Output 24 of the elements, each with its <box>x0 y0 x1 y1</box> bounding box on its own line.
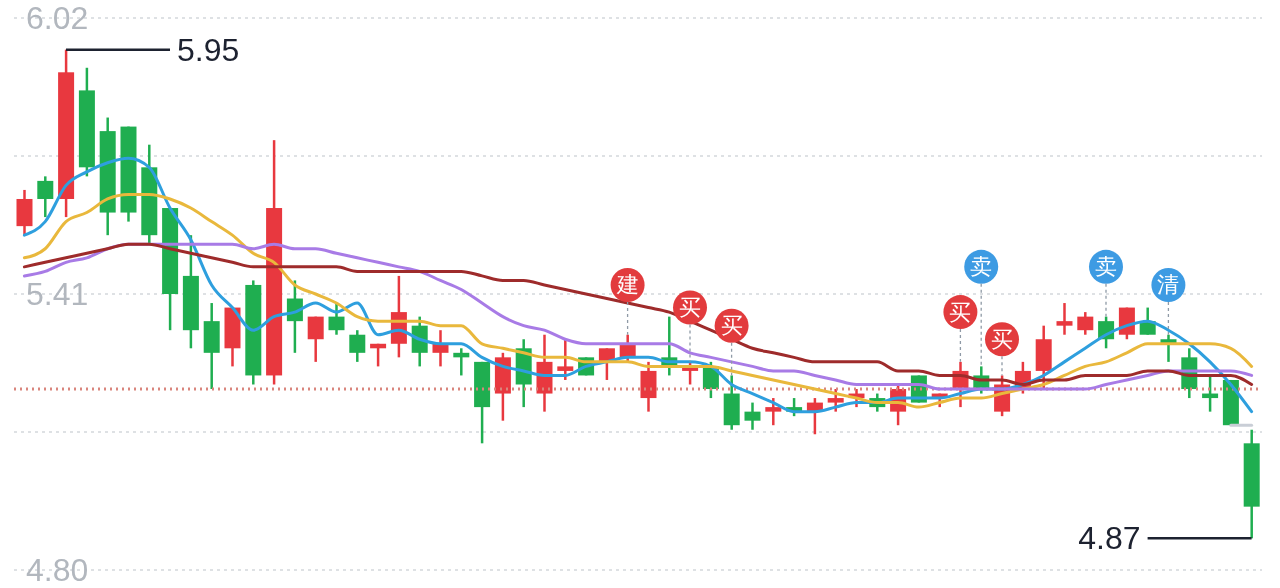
candlestick <box>827 387 844 413</box>
data-label: 买 <box>949 299 972 325</box>
line-series <box>22 156 1254 414</box>
y-tick-label: 5.41 <box>26 276 89 312</box>
annotation: 5.95 <box>177 31 240 68</box>
data-label: 卖 <box>1095 254 1117 280</box>
data-label: 买 <box>991 326 1013 352</box>
data-label: 建 <box>615 272 639 298</box>
y-tick-label: 4.80 <box>26 552 89 588</box>
candlestick <box>328 301 345 336</box>
data-label: 卖 <box>970 254 993 280</box>
candlestick <box>1077 310 1094 336</box>
candlestick <box>349 328 366 364</box>
candlestick <box>1056 301 1073 336</box>
candlestick <box>744 401 761 431</box>
y-tick-label: 6.02 <box>26 0 89 36</box>
candlestick <box>307 315 324 364</box>
data-label: 清 <box>1157 272 1180 298</box>
data-label: 买 <box>720 313 743 339</box>
candlestick <box>37 175 54 219</box>
data-label: 买 <box>679 295 701 321</box>
annotation: 4.87 <box>1078 520 1141 557</box>
candlestick <box>765 396 782 427</box>
candlestick <box>432 328 449 368</box>
